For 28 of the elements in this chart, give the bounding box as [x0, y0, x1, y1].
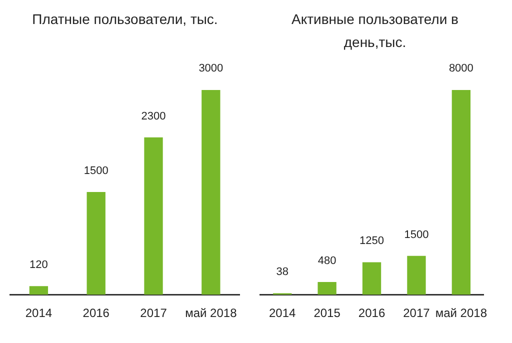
- x-tick-label: 2016: [358, 306, 386, 320]
- bar: [29, 286, 48, 295]
- chart-title: Платные пользователи, тыс.: [31, 10, 219, 29]
- data-label: 1250: [360, 235, 384, 248]
- data-label: 480: [318, 254, 336, 267]
- x-tick-label: 2017: [403, 306, 430, 320]
- x-tick-label: 2014: [269, 306, 296, 320]
- x-tick-label: 2014: [25, 306, 52, 320]
- x-tick-label: 2016: [82, 306, 110, 320]
- data-label: 120: [30, 258, 48, 271]
- bar: [362, 262, 382, 295]
- data-label: 2300: [141, 110, 166, 122]
- bar: [318, 282, 336, 295]
- data-label: 3000: [198, 62, 224, 75]
- bar: [407, 256, 426, 295]
- chart-title: Активные пользователи в день,тыс.: [290, 10, 460, 52]
- x-tick-label: май 2018: [435, 306, 488, 320]
- x-tick-label: 2015: [314, 306, 341, 320]
- data-label: 1500: [404, 228, 429, 241]
- data-label: 8000: [448, 62, 474, 75]
- x-tick-label: 2017: [140, 306, 168, 320]
- x-tick-label: май 2018: [185, 306, 238, 320]
- bar: [202, 90, 220, 295]
- bar: [86, 192, 106, 295]
- data-label: 38: [276, 266, 288, 278]
- data-label: 1500: [84, 164, 108, 177]
- bar: [452, 90, 470, 295]
- bar: [144, 137, 163, 295]
